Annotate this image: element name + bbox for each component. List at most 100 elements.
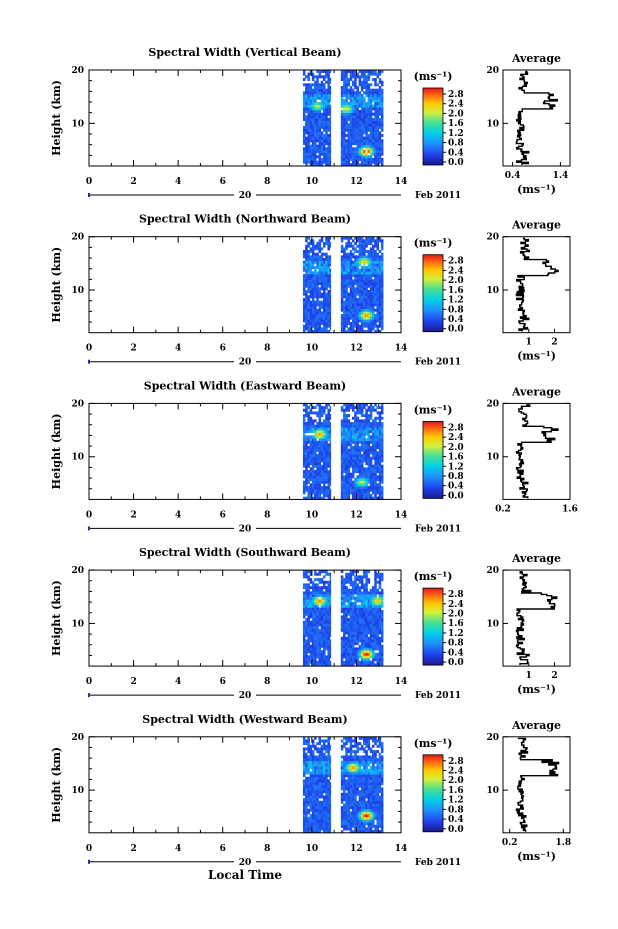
heatmap-cell [323, 488, 326, 492]
heatmap-cell [316, 102, 319, 105]
heatmap-cell [311, 752, 315, 756]
date-label-month-year: Feb 2011 [415, 524, 461, 534]
heatmap-cell [356, 647, 359, 651]
heatmap-cell [327, 475, 330, 479]
heatmap-cell [320, 327, 324, 331]
heatmap-cell [343, 736, 346, 740]
heatmap-cell [327, 806, 330, 810]
heatmap-cell [329, 123, 332, 127]
heatmap-cell [354, 647, 357, 651]
y-axis-label: Height (km) [50, 80, 63, 156]
heatmap-cell [314, 491, 317, 495]
heatmap-cell [347, 652, 351, 656]
heatmap-cell [311, 110, 315, 113]
heatmap-cell [316, 760, 319, 764]
heatmap-cell [329, 242, 332, 245]
heatmap-cell [343, 462, 346, 466]
heatmap-cell [329, 443, 332, 447]
heatmap-cell [349, 403, 353, 407]
heatmap-cell [323, 303, 326, 307]
heatmap-cell [369, 112, 373, 116]
heatmap-cell [354, 147, 357, 151]
heatmap-cell [349, 618, 353, 622]
heatmap-cell [374, 131, 377, 135]
heatmap-cell [302, 102, 306, 105]
heatmap-cell [349, 276, 353, 280]
heatmap-cell [369, 252, 373, 256]
heatmap-cell [311, 779, 315, 783]
heatmap-cell [307, 782, 310, 786]
heatmap-cell [369, 303, 373, 307]
heatmap-cell [343, 284, 346, 288]
heatmap-cell [311, 790, 315, 794]
heatmap-cell [354, 112, 357, 116]
heatmap-cell [305, 327, 308, 331]
heatmap-cell [365, 134, 368, 137]
heatmap-cell [347, 639, 351, 643]
heatmap-cell [345, 403, 348, 407]
heatmap-cell [329, 647, 332, 651]
heatmap-cell [325, 586, 328, 590]
heatmap-cell [329, 819, 332, 823]
heatmap-cell [360, 96, 364, 100]
heatmap-cell [356, 663, 359, 667]
heatmap-cell [323, 252, 326, 256]
heatmap-cell [302, 758, 306, 762]
heatmap-cell [360, 480, 364, 484]
heatmap-cell [314, 475, 317, 479]
heatmap-cell [314, 744, 317, 748]
heatmap-cell [302, 160, 306, 164]
heatmap-cell [314, 647, 317, 651]
heatmap-cell [369, 239, 373, 243]
heatmap-cell [367, 435, 371, 439]
heatmap-cell [367, 660, 371, 664]
heatmap-cell [309, 822, 313, 826]
heatmap-cell [380, 660, 384, 664]
heatmap-cell [340, 279, 344, 283]
heatmap-cell [311, 496, 315, 500]
heatmap-cell [343, 324, 346, 328]
heatmap-cell [320, 131, 324, 135]
heatmap-cell [325, 610, 328, 614]
heatmap-cell [309, 443, 313, 447]
heatmap-cell [356, 432, 359, 436]
heatmap-cell [380, 287, 384, 291]
heatmap-cell [307, 438, 310, 442]
heatmap-cell [318, 570, 322, 574]
heatmap-cell [329, 314, 332, 317]
heatmap-cell [367, 456, 371, 460]
heatmap-cell [354, 454, 357, 458]
heatmap-cell [320, 263, 324, 267]
heatmap-cell [374, 594, 377, 598]
heatmap-cell [316, 763, 319, 767]
heatmap-cell [343, 303, 346, 307]
heatmap-cell [349, 86, 353, 89]
heatmap-cell [309, 438, 313, 442]
heatmap-cell [376, 242, 380, 245]
heatmap-cell [327, 70, 330, 73]
heatmap-cell [360, 284, 364, 288]
heatmap-cell [367, 83, 371, 87]
heatmap-cell [314, 104, 317, 108]
heatmap-cell [307, 258, 310, 261]
heatmap-cell [323, 607, 326, 611]
heatmap-cell [316, 411, 319, 415]
heatmap-cell [314, 488, 317, 492]
heatmap-cell [380, 284, 384, 288]
heatmap-cell [305, 427, 308, 431]
heatmap-cell [318, 459, 322, 463]
heatmap-cell [329, 279, 332, 283]
heatmap-cell [320, 739, 324, 743]
heatmap-cell [365, 416, 368, 420]
heatmap-cell [309, 604, 313, 608]
heatmap-cell [347, 266, 351, 269]
heatmap-cell [376, 268, 380, 272]
heatmap-cell [351, 486, 355, 490]
heatmap-cell [349, 330, 353, 333]
heatmap-cell [372, 610, 375, 614]
heatmap-cell [380, 239, 384, 243]
heatmap-cell [309, 314, 313, 317]
heatmap-cell [358, 311, 362, 315]
heatmap-cell [302, 99, 306, 103]
heatmap-cell [365, 102, 368, 105]
